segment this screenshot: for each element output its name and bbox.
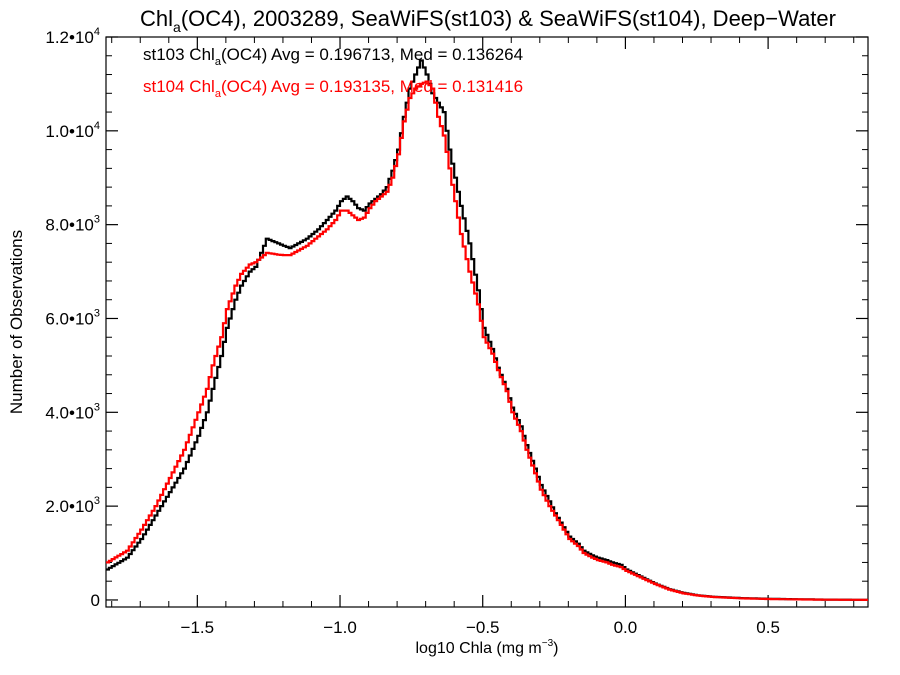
x-tick-label-3: 0.0 [614, 618, 638, 637]
y-tick-label-6: 1.2•104 [45, 26, 100, 47]
y-tick-labels: 0 2.0•103 4.0•103 6.0•103 8.0•103 1.0•104 1.2•… [45, 26, 100, 610]
y-tick-label-5: 1.0•104 [45, 120, 100, 141]
y-tick-label-0: 0 [91, 591, 100, 610]
plot-frame [105, 36, 869, 608]
x-tick-label-4: 0.5 [756, 618, 780, 637]
x-tick-labels: −1.5 −1.0 −0.5 0.0 0.5 [181, 618, 780, 637]
series-layer [106, 59, 868, 601]
y-axis-label: Number of Observations [7, 230, 26, 414]
annotation-st104: st104 Chla(OC4) Avg = 0.193135, Med = 0.… [143, 77, 523, 100]
x-tick-label-0: −1.5 [181, 618, 215, 637]
series-line-st104 [106, 80, 868, 601]
x-tick-label-2: −0.5 [466, 618, 500, 637]
y-tick-label-3: 6.0•103 [45, 307, 100, 328]
y-tick-label-4: 8.0•103 [45, 214, 100, 235]
x-tick-label-1: −1.0 [323, 618, 357, 637]
axis-ticks [106, 36, 868, 607]
x-axis-label: log10 Chla (mg m−3) [415, 638, 558, 657]
y-tick-label-2: 4.0•103 [45, 401, 100, 422]
chart-title: Chla(OC4), 2003289, SeaWiFS(st103) & Sea… [140, 6, 836, 35]
annotation-st103: st103 Chla(OC4) Avg = 0.196713, Med = 0.… [143, 45, 523, 68]
y-tick-label-1: 2.0•103 [45, 495, 100, 516]
